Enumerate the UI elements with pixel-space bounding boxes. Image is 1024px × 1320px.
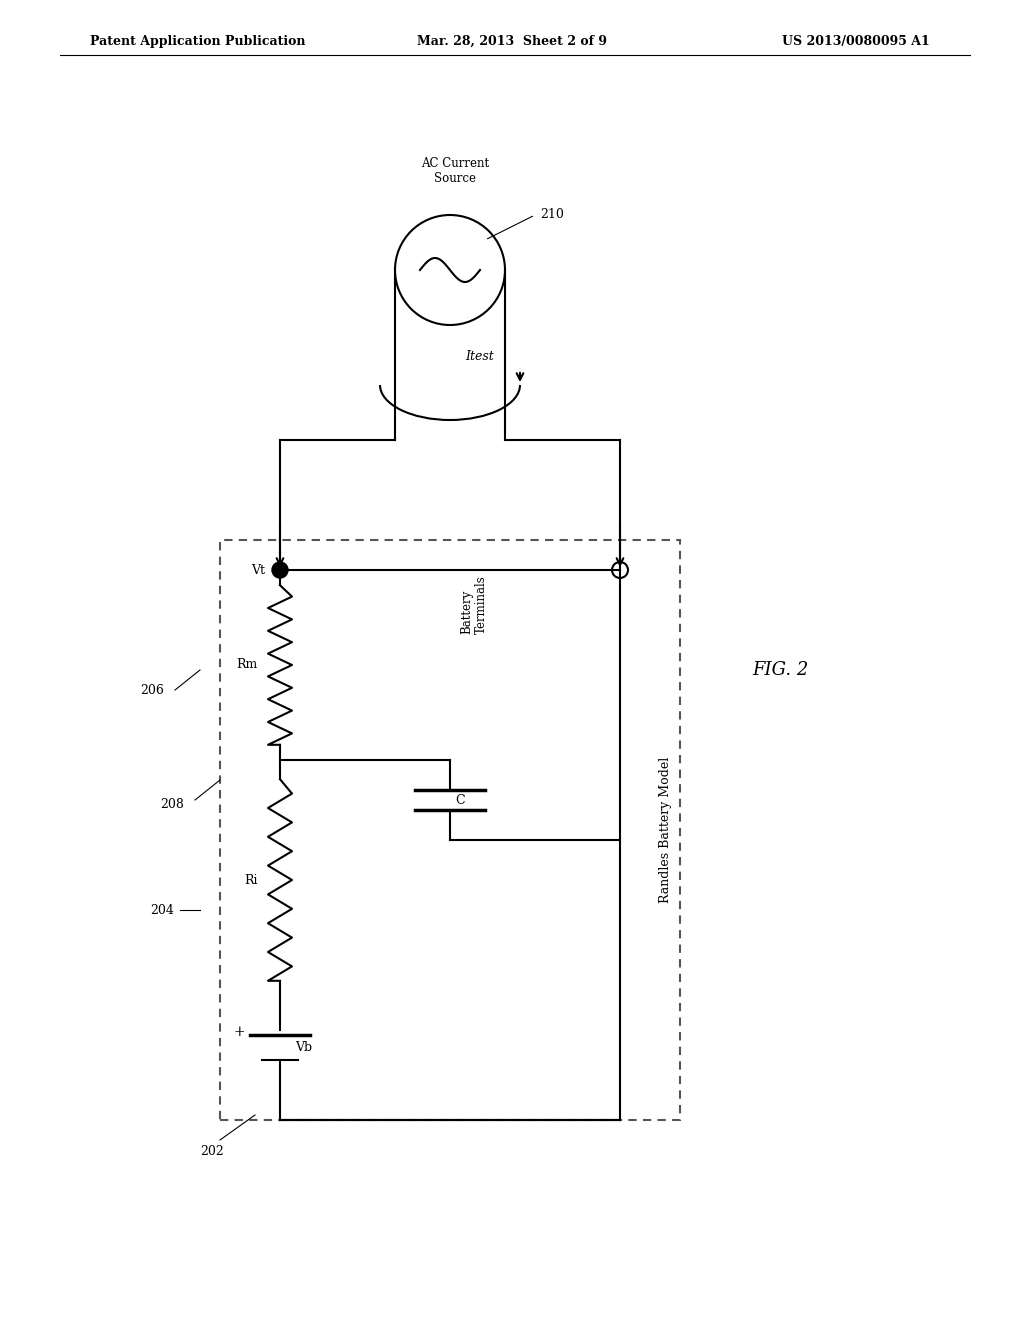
Text: FIG. 2: FIG. 2 [752, 661, 808, 678]
Text: AC Current
Source: AC Current Source [421, 157, 489, 185]
Text: C: C [455, 793, 465, 807]
Text: Vb: Vb [295, 1041, 312, 1053]
Circle shape [272, 562, 288, 578]
Text: 210: 210 [540, 209, 564, 222]
Text: 204: 204 [150, 903, 174, 916]
Text: 208: 208 [160, 799, 184, 812]
Text: Rm: Rm [237, 659, 258, 672]
Text: 206: 206 [140, 684, 164, 697]
Text: Battery
Terminals: Battery Terminals [460, 576, 488, 634]
Text: +: + [233, 1026, 245, 1040]
Text: Randles Battery Model: Randles Battery Model [658, 756, 672, 903]
Text: Vt: Vt [251, 564, 265, 577]
Text: Itest: Itest [465, 350, 494, 363]
Text: Patent Application Publication: Patent Application Publication [90, 36, 305, 48]
Text: Ri: Ri [245, 874, 258, 887]
Text: 202: 202 [200, 1144, 224, 1158]
Text: US 2013/0080095 A1: US 2013/0080095 A1 [782, 36, 930, 48]
Text: Mar. 28, 2013  Sheet 2 of 9: Mar. 28, 2013 Sheet 2 of 9 [417, 36, 607, 48]
